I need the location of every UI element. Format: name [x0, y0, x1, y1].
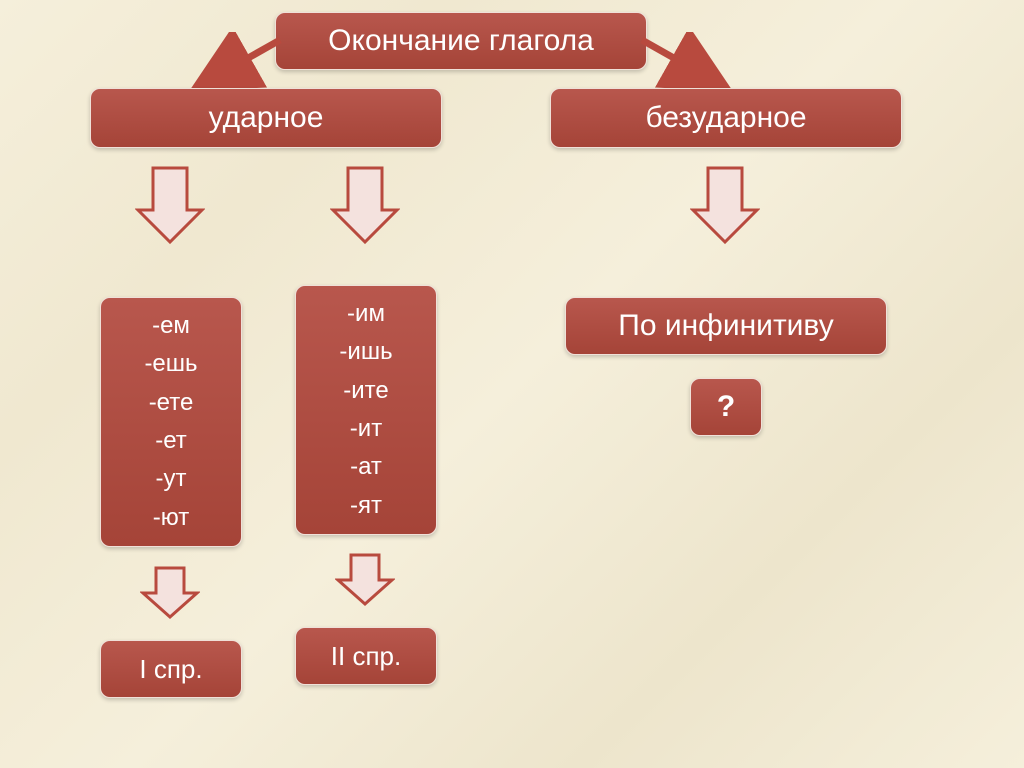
ending-1-1: -ешь: [144, 345, 197, 383]
arrow-down-5: [335, 552, 395, 607]
ending-2-0: -им: [347, 295, 385, 333]
ending-2-5: -ят: [350, 487, 382, 525]
conjugation2-box: II спр.: [295, 627, 437, 685]
ending-1-5: -ют: [153, 499, 189, 537]
arrow-down-2: [330, 165, 400, 245]
conjugation1-text: I спр.: [139, 654, 202, 685]
branch-left-text: ударное: [209, 101, 324, 135]
conjugation1-box: I спр.: [100, 640, 242, 698]
branch-right-box: безударное: [550, 88, 902, 148]
infinitive-box: По инфинитиву: [565, 297, 887, 355]
ending-1-0: -ем: [152, 307, 190, 345]
branch-right-text: безударное: [645, 101, 806, 135]
arrow-down-3: [690, 165, 760, 245]
ending-2-4: -ат: [350, 448, 382, 486]
infinitive-text: По инфинитиву: [618, 309, 833, 343]
ending-2-3: -ит: [350, 410, 382, 448]
ending-1-2: -ете: [149, 384, 194, 422]
title-text: Окончание глагола: [328, 24, 594, 58]
arrow-down-1: [135, 165, 205, 245]
ending-1-4: -ут: [156, 460, 187, 498]
title-box: Окончание глагола: [275, 12, 647, 70]
ending-2-2: -ите: [343, 372, 388, 410]
question-box: ?: [690, 378, 762, 436]
arrow-down-4: [140, 565, 200, 620]
ending-2-1: -ишь: [339, 333, 392, 371]
endings-group1-box: -ем -ешь -ете -ет -ут -ют: [100, 297, 242, 547]
branch-left-box: ударное: [90, 88, 442, 148]
endings-group2-box: -им -ишь -ите -ит -ат -ят: [295, 285, 437, 535]
question-text: ?: [717, 390, 735, 424]
ending-1-3: -ет: [155, 422, 187, 460]
conjugation2-text: II спр.: [331, 641, 401, 672]
